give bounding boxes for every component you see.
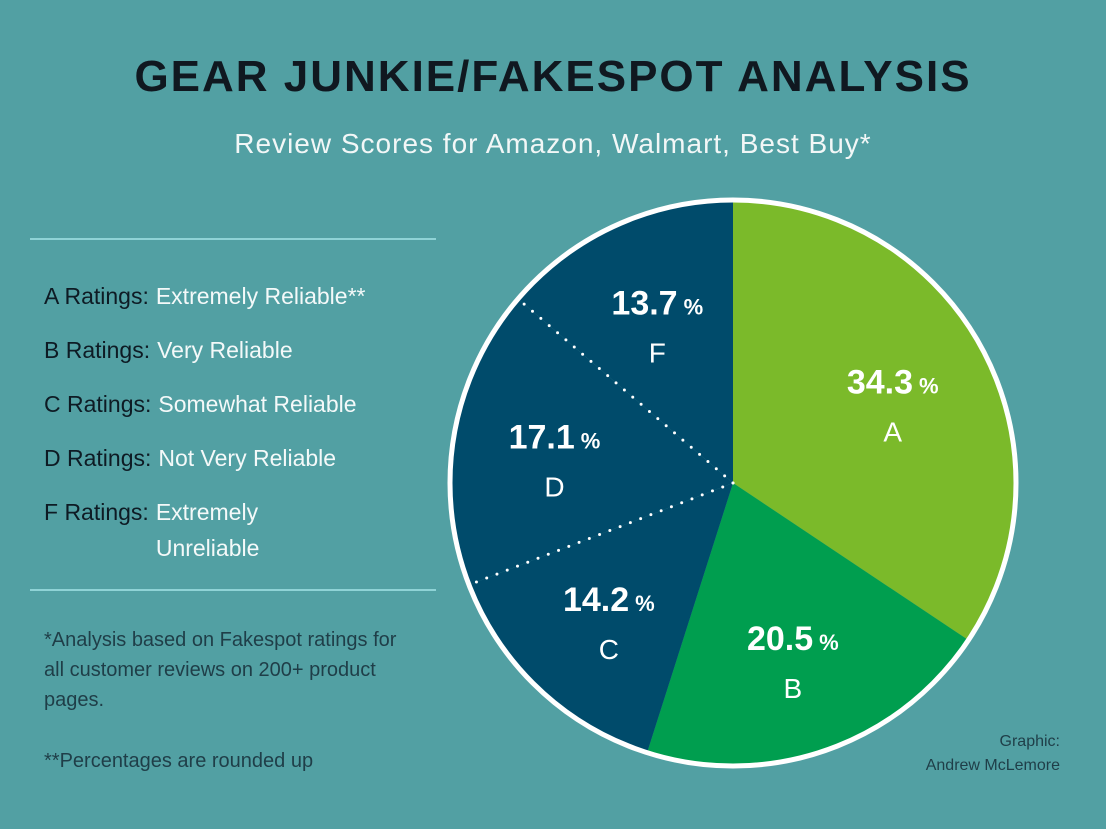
legend-key-a: A Ratings: xyxy=(44,283,149,309)
pie-slice-b xyxy=(647,483,969,766)
pie-slice-a xyxy=(733,200,1016,641)
graphic-credit: Graphic: Andrew McLemore xyxy=(926,730,1060,778)
legend-item-a: A Ratings: Extremely Reliable** xyxy=(44,278,464,314)
legend-key-c: C Ratings: xyxy=(44,391,152,417)
slice-letter-d: D xyxy=(544,471,564,502)
slice-letter-a: A xyxy=(883,417,902,448)
footnote-rounding: **Percentages are rounded up xyxy=(44,750,314,772)
credit-label: Graphic: xyxy=(999,733,1060,750)
legend-top-rule xyxy=(30,238,436,240)
legend: A Ratings: Extremely Reliable** B Rating… xyxy=(44,278,464,584)
legend-desc-f: Extremely Unreliable xyxy=(155,499,260,561)
legend-item-d: D Ratings: Not Very Reliable xyxy=(44,440,464,476)
pie-outline xyxy=(447,197,1019,769)
footnote-analysis: *Analysis based on Fakespot ratings for … xyxy=(44,629,397,711)
legend-desc-b: Very Reliable xyxy=(157,337,293,363)
legend-item-b: B Ratings: Very Reliable xyxy=(44,332,464,368)
legend-desc-c: Somewhat Reliable xyxy=(158,391,357,417)
slice-letter-c: C xyxy=(599,634,619,665)
data-label-d: 17.1% xyxy=(509,418,601,456)
chart-title: GEAR JUNKIE/FAKESPOT ANALYSIS xyxy=(134,52,972,101)
data-label-a: 34.3% xyxy=(847,364,939,402)
legend-key-f: F Ratings: xyxy=(44,499,149,525)
legend-key-d: D Ratings: xyxy=(44,445,152,471)
credit-author: Andrew McLemore xyxy=(925,757,1060,774)
data-label-f: 13.7% xyxy=(611,284,703,322)
legend-desc-d: Not Very Reliable xyxy=(158,445,337,471)
legend-desc-a: Extremely Reliable** xyxy=(155,283,366,309)
slice-separator-d-f xyxy=(516,297,735,485)
legend-bottom-rule xyxy=(30,589,436,591)
slice-letter-f: F xyxy=(649,337,666,368)
pie-slice-f xyxy=(518,200,733,483)
chart-subtitle: Review Scores for Amazon, Walmart, Best … xyxy=(234,128,872,159)
slice-letter-b: B xyxy=(784,673,803,704)
slice-separator-c-d xyxy=(467,481,735,587)
legend-item-c: C Ratings: Somewhat Reliable xyxy=(44,386,464,422)
pie-slice-c xyxy=(468,483,733,753)
legend-key-b: B Ratings: xyxy=(44,337,151,363)
data-label-c: 14.2% xyxy=(563,581,655,619)
legend-item-f: F Ratings: Extremely Unreliable xyxy=(44,494,464,566)
pie-slice-d xyxy=(449,298,733,585)
data-label-b: 20.5% xyxy=(747,620,839,658)
